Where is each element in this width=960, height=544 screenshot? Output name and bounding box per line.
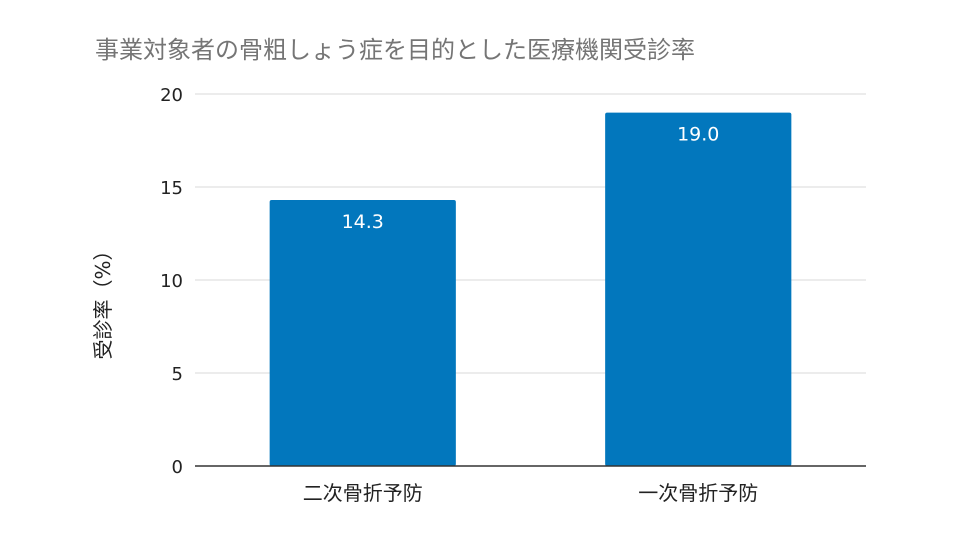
data-label: 14.3	[342, 211, 384, 233]
y-axis-label: 受診率（%）	[91, 240, 115, 359]
y-tick-label: 10	[160, 271, 183, 292]
data-label: 19.0	[677, 124, 719, 146]
data-labels: 14.3 19.0	[342, 124, 720, 233]
chart-title: 事業対象者の骨粗しょう症を目的とした医療機関受診率	[95, 36, 695, 64]
bar	[269, 200, 456, 466]
x-axis-ticks: 二次骨折予防 一次骨折予防	[303, 481, 759, 505]
x-tick-label: 二次骨折予防	[303, 481, 423, 505]
y-tick-label: 5	[172, 364, 183, 385]
bar	[605, 112, 792, 466]
y-tick-label: 20	[160, 85, 183, 106]
y-tick-label: 0	[172, 457, 183, 478]
y-axis-ticks: 0 5 10 15 20	[160, 85, 183, 478]
bars	[269, 112, 792, 466]
x-tick-label: 一次骨折予防	[638, 481, 758, 505]
y-tick-label: 15	[160, 178, 183, 199]
